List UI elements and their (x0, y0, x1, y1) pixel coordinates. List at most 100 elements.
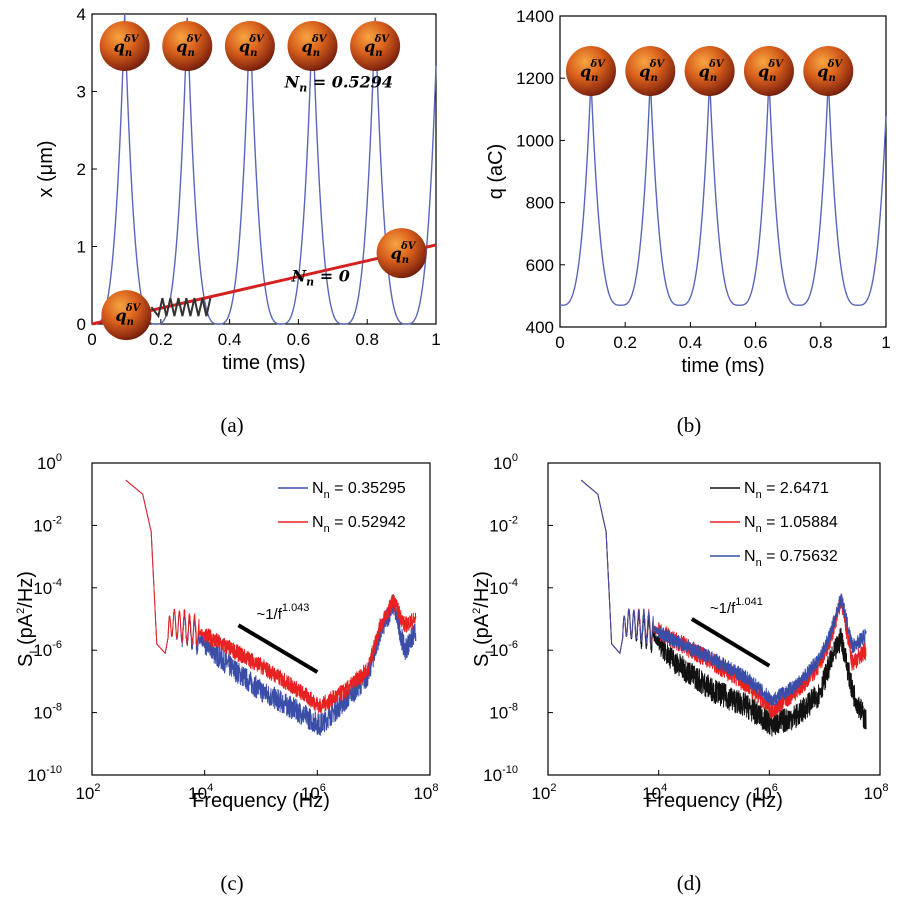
text-part: 6 (772, 782, 778, 794)
text-part: 10 (413, 784, 432, 803)
text-part: (pA (15, 613, 37, 650)
x-tick-label: 108 (863, 782, 888, 803)
text-part: I (484, 651, 496, 654)
text-part: -10 (46, 764, 62, 776)
text-part: = 2.6471 (762, 480, 829, 497)
plot-frame (91, 462, 431, 776)
text-part: (pA (471, 613, 493, 650)
text-part: = 0.75632 (762, 548, 838, 565)
text-part: 10 (531, 784, 550, 803)
particle-label: qn δV (758, 59, 784, 84)
text-part: 10 (33, 641, 52, 660)
text-part: n (402, 255, 409, 266)
slope-label: ~1/f1.043 (256, 602, 309, 623)
y-tick-label: 400 (526, 318, 554, 337)
text-part: 10 (33, 516, 52, 535)
x-tick-label: 0.2 (149, 330, 173, 349)
text-part: /Hz) (471, 571, 493, 608)
y-tick-label: 1400 (516, 7, 554, 26)
particle-sphere (376, 228, 427, 279)
text-part: δV (374, 34, 391, 45)
text-part: q (758, 62, 769, 81)
x-tick-label: 0 (555, 333, 564, 352)
text-part: N (744, 480, 756, 497)
text-part: N (284, 73, 301, 92)
text-part: q (391, 244, 402, 263)
y-tick-label: 10-8 (489, 702, 518, 723)
x-axis-label: Frequency (Hz) (645, 790, 783, 812)
text-part: 4 (661, 782, 667, 794)
text-part: 6 (320, 782, 326, 794)
y-tick-label: 10-10 (483, 764, 518, 785)
text-part: -4 (52, 577, 62, 589)
text-part: N (312, 514, 324, 531)
plot-frame (559, 15, 887, 328)
text-part: q (115, 306, 126, 325)
text-part: 10 (489, 516, 508, 535)
text-part: 10 (188, 784, 207, 803)
y-tick-label: 10-6 (489, 639, 518, 660)
particle-sphere (162, 21, 213, 71)
y-axis-label: q (aC) (485, 144, 507, 200)
x-axis-label: time (ms) (222, 352, 305, 374)
x-tick-label: 0.8 (809, 333, 833, 352)
text-part: q (239, 37, 250, 56)
text-part: S (471, 654, 493, 667)
y-tick-label: 10-2 (489, 514, 518, 535)
text-part: 8 (882, 782, 888, 794)
text-part: 10 (33, 704, 52, 723)
text-part: 10 (27, 766, 46, 785)
text-part: q (364, 37, 375, 56)
text-part: 1.043 (282, 602, 310, 614)
text-part: -6 (52, 639, 62, 651)
text-part: N (744, 548, 756, 565)
legend-label: Nn = 0.75632 (744, 548, 838, 569)
text-part: 10 (489, 704, 508, 723)
x-tick-label: 0 (87, 330, 96, 349)
text-part: 2 (94, 782, 100, 794)
x-tick-label: 106 (301, 782, 326, 803)
text-part: -8 (52, 702, 62, 714)
y-tick-label: 100 (37, 452, 62, 473)
x-tick-label: 108 (413, 782, 438, 803)
text-part: q (639, 62, 650, 81)
text-part: δV (767, 59, 784, 70)
text-part: 10 (301, 784, 320, 803)
y-tick-label: 10-10 (27, 764, 62, 785)
x-tick-label: 0.8 (355, 330, 379, 349)
panel-label: (c) (220, 871, 243, 895)
text-part: 10 (483, 766, 502, 785)
text-part: = 0.35295 (330, 480, 406, 497)
y-tick-label: 10-6 (33, 639, 62, 660)
text-part: /Hz) (15, 571, 37, 608)
panel-d: 102 104 106 10810-1010-810-610-410-2100Freq… (471, 452, 889, 895)
y-tick-label: 800 (526, 194, 554, 213)
text-part: n (375, 48, 382, 59)
series-line (559, 78, 887, 306)
text-part: n (650, 73, 657, 84)
text-part: δV (708, 59, 725, 70)
particle-label: qn δV (239, 34, 265, 59)
x-tick-label: 1 (431, 330, 440, 349)
particle-label: qn δV (580, 59, 606, 84)
x-tick-label: 104 (188, 782, 213, 803)
y-tick-label: 1000 (516, 131, 554, 150)
particle-sphere (743, 46, 794, 96)
x-tick-label: 106 (753, 782, 778, 803)
x-axis-label: time (ms) (681, 355, 764, 377)
particle-label: qn δV (817, 59, 843, 84)
panel-label: (a) (220, 413, 243, 437)
y-tick-label: 2 (77, 160, 86, 179)
text-part: 10 (37, 454, 56, 473)
particle-label: qn δV (364, 34, 390, 59)
text-part: -2 (508, 514, 518, 526)
text-part: -6 (508, 639, 518, 651)
y-axis-label: x (μm) (35, 140, 57, 197)
annotation: Nn = 0 (291, 266, 350, 288)
particle-sphere (350, 21, 401, 71)
text-part: δV (400, 241, 417, 252)
particle-sphere (101, 290, 152, 341)
particle-sphere (565, 46, 616, 96)
text-part: 1.041 (735, 596, 763, 608)
